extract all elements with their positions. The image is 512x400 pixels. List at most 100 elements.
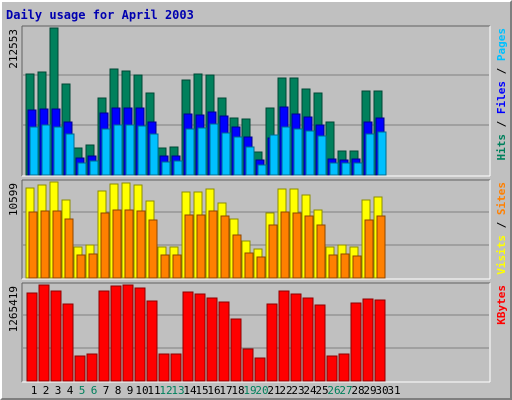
bar-visits-sites-day-18 (232, 234, 242, 279)
bar-hits-pages-day-8 (113, 124, 123, 176)
bar-visits-sites-day-25 (316, 224, 326, 279)
bar-kbytes-kbytes-day-17 (218, 301, 230, 382)
x-tick-label-day-3: 3 (55, 384, 62, 397)
bar-visits-sites-day-30 (376, 215, 386, 279)
bar-hits-pages-day-19 (245, 146, 255, 176)
bar-kbytes-kbytes-day-10 (134, 287, 146, 382)
legend-sites: Sites (495, 182, 508, 215)
bar-visits-sites-day-12 (160, 254, 170, 279)
x-tick-label-day-10: 10 (135, 384, 148, 397)
bar-hits-pages-day-11 (149, 133, 159, 176)
x-tick-label-day-18: 18 (231, 384, 244, 397)
bar-visits-sites-day-11 (148, 219, 158, 279)
x-tick-label-day-17: 17 (219, 384, 232, 397)
x-tick-label-day-2: 2 (43, 384, 50, 397)
bar-kbytes-kbytes-day-5 (74, 355, 86, 382)
bar-kbytes-kbytes-day-21 (266, 303, 278, 382)
bar-hits-pages-day-27 (341, 162, 351, 176)
bar-visits-sites-day-16 (208, 210, 218, 279)
x-tick-label-day-26: 26 (327, 384, 340, 397)
bar-kbytes-kbytes-day-29 (362, 298, 374, 382)
bar-hits-pages-day-24 (305, 130, 315, 176)
bar-kbytes-kbytes-day-20 (254, 357, 266, 382)
x-tick-label-day-19: 19 (243, 384, 256, 397)
x-tick-label-day-29: 29 (363, 384, 376, 397)
bar-kbytes-kbytes-day-24 (302, 297, 314, 382)
bar-kbytes-kbytes-day-13 (170, 353, 182, 382)
bar-visits-sites-day-1 (28, 211, 38, 279)
x-tick-label-day-12: 12 (159, 384, 172, 397)
bar-visits-sites-day-8 (112, 209, 122, 279)
legend-visits: Visits (495, 235, 508, 275)
bar-kbytes-kbytes-day-3 (50, 290, 62, 382)
bar-visits-sites-day-15 (196, 214, 206, 279)
bar-visits-sites-day-9 (124, 209, 134, 279)
bar-kbytes-kbytes-day-9 (122, 284, 134, 382)
bar-visits-sites-day-3 (52, 210, 62, 279)
bar-hits-pages-day-5 (77, 162, 87, 176)
bar-visits-sites-day-22 (280, 211, 290, 279)
bar-kbytes-kbytes-day-30 (374, 299, 386, 382)
bar-visits-sites-day-7 (100, 212, 110, 279)
bar-hits-pages-day-30 (377, 131, 387, 176)
x-tick-label-day-21: 21 (267, 384, 280, 397)
bar-hits-pages-day-6 (89, 160, 99, 176)
bar-visits-sites-day-27 (340, 253, 350, 279)
bar-kbytes-kbytes-day-11 (146, 300, 158, 382)
bar-hits-pages-day-18 (233, 136, 243, 176)
bar-hits-pages-day-29 (365, 133, 375, 176)
panel-visits-max-label: 10599 (7, 183, 20, 216)
bar-kbytes-kbytes-day-22 (278, 290, 290, 382)
panel-hits-max-label: 212553 (7, 29, 20, 69)
legend-separator: / (495, 61, 508, 81)
bar-kbytes-kbytes-day-16 (206, 297, 218, 382)
bar-hits-pages-day-4 (65, 133, 75, 176)
bar-visits-sites-day-17 (220, 215, 230, 279)
bar-visits-sites-day-23 (292, 212, 302, 279)
x-tick-label-day-28: 28 (351, 384, 364, 397)
bar-kbytes-kbytes-day-7 (98, 290, 110, 382)
bar-hits-pages-day-17 (221, 132, 231, 176)
bar-kbytes-kbytes-day-15 (194, 293, 206, 382)
x-tick-label-day-5: 5 (79, 384, 86, 397)
x-tick-label-day-8: 8 (115, 384, 122, 397)
bar-kbytes-kbytes-day-28 (350, 302, 362, 382)
bar-visits-sites-day-24 (304, 215, 314, 279)
x-tick-label-day-11: 11 (147, 384, 160, 397)
bar-kbytes-kbytes-day-14 (182, 291, 194, 382)
x-tick-label-day-9: 9 (127, 384, 134, 397)
x-tick-label-day-14: 14 (183, 384, 197, 397)
bar-kbytes-kbytes-day-2 (38, 284, 50, 382)
bar-kbytes-kbytes-day-27 (338, 353, 350, 382)
bar-kbytes-kbytes-day-26 (326, 355, 338, 382)
bar-kbytes-kbytes-day-19 (242, 348, 254, 382)
bar-hits-pages-day-1 (29, 126, 39, 176)
x-tick-label-day-16: 16 (207, 384, 220, 397)
bar-hits-pages-day-3 (53, 126, 63, 176)
bar-hits-pages-day-12 (161, 161, 171, 176)
bar-hits-pages-day-25 (317, 135, 327, 176)
bar-visits-sites-day-14 (184, 214, 194, 279)
bar-hits-pages-day-7 (101, 128, 111, 176)
bar-visits-sites-day-26 (328, 254, 338, 279)
bar-kbytes-kbytes-day-25 (314, 304, 326, 382)
bar-hits-pages-day-20 (257, 164, 267, 176)
bar-hits-pages-day-21 (269, 134, 279, 176)
x-tick-label-day-1: 1 (31, 384, 38, 397)
legend-files: Files (495, 81, 508, 114)
x-tick-label-day-7: 7 (103, 384, 110, 397)
bar-hits-pages-day-9 (125, 124, 135, 176)
legend-separator: / (495, 215, 508, 235)
x-tick-label-day-20: 20 (255, 384, 268, 397)
bar-visits-sites-day-29 (364, 219, 374, 279)
x-tick-label-day-4: 4 (67, 384, 74, 397)
bar-hits-pages-day-14 (185, 128, 195, 176)
bar-kbytes-kbytes-day-23 (290, 293, 302, 382)
bar-kbytes-kbytes-day-4 (62, 303, 74, 382)
bar-visits-sites-day-20 (256, 256, 266, 279)
panel-kbytes-legend: KBytes (495, 285, 508, 325)
bar-visits-sites-day-2 (40, 210, 50, 279)
legend-separator: / (495, 114, 508, 134)
bar-kbytes-kbytes-day-12 (158, 353, 170, 382)
